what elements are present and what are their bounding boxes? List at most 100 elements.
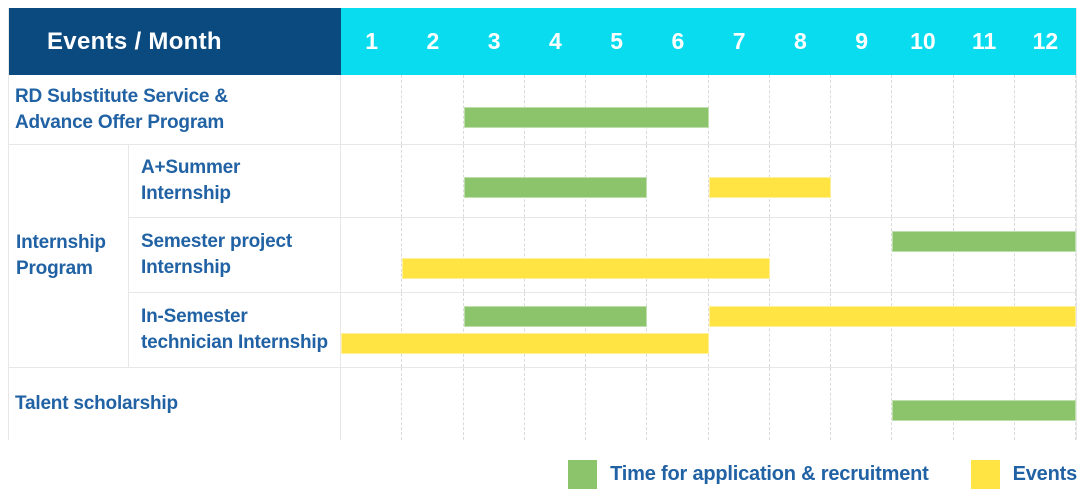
- month-header-4: 4: [548, 28, 562, 54]
- month-header-3: 3: [487, 28, 501, 54]
- month-cell: [831, 75, 893, 144]
- label-line: Semester project: [141, 231, 292, 252]
- month-cell: [341, 293, 403, 367]
- month-cell: [586, 368, 648, 440]
- label-line: Internship: [141, 183, 231, 204]
- timeline-a-plus-summer-internship: [341, 145, 1076, 218]
- row-label-rd-substitute-service: RD Substitute Service & Advance Offer Pro…: [9, 75, 341, 145]
- timeline-semester-project-internship: [341, 218, 1076, 293]
- row-label-talent-scholarship: Talent scholarship: [9, 368, 341, 440]
- month-cell: [647, 145, 709, 217]
- month-cell: [464, 368, 525, 440]
- month-header-5: 5: [610, 28, 624, 54]
- legend: Time for application & recruitment Event…: [568, 460, 1077, 489]
- events-swatch-icon: [970, 460, 1000, 489]
- month-header-8: 8: [793, 28, 807, 54]
- month-cell: [525, 368, 586, 440]
- application-bar: [463, 177, 648, 198]
- month-cell: [954, 218, 1015, 292]
- events-bar: [341, 333, 709, 354]
- month-cell: [341, 75, 403, 144]
- month-cell: [892, 145, 954, 217]
- label-line: A+Summer: [141, 157, 241, 178]
- month-cell: [770, 218, 831, 292]
- timeline-talent-scholarship: [341, 368, 1076, 440]
- month-cell: [954, 75, 1015, 144]
- events-bar: [708, 306, 1076, 327]
- month-cell: [402, 218, 464, 292]
- month-cell: [341, 218, 403, 292]
- month-cell: [402, 293, 464, 367]
- label-line: RD Substitute Service &: [15, 85, 228, 107]
- month-cell: [341, 145, 403, 217]
- month-cell: [1015, 145, 1076, 217]
- table-header-events-month: Events / Month: [9, 8, 341, 75]
- month-cell: [586, 293, 648, 367]
- month-cell: [892, 218, 954, 292]
- month-cell: [770, 75, 831, 144]
- month-cell: [341, 368, 403, 440]
- timeline-rd-substitute-service: [341, 75, 1076, 145]
- month-header-11: 11: [971, 28, 997, 54]
- month-cell: [892, 75, 954, 144]
- month-cell: [954, 293, 1015, 367]
- label-line: Talent scholarship: [15, 393, 178, 414]
- month-cell: [586, 218, 648, 292]
- month-header-7: 7: [732, 28, 746, 54]
- row-label-in-semester-technician-internship: In-Semester technician Internship: [129, 293, 341, 368]
- label-line: Program: [16, 258, 93, 279]
- row-label-a-plus-summer-internship: A+Summer Internship: [129, 145, 341, 218]
- legend-item-application: Time for application & recruitment: [568, 460, 929, 489]
- month-cell: [464, 293, 525, 367]
- label-line: Internship: [141, 257, 231, 278]
- month-cell: [647, 218, 709, 292]
- month-cell: [1015, 218, 1076, 292]
- month-header-row: 1 2 3 4 5 6 7 8 9 10 11 12: [341, 8, 1076, 75]
- month-cell: [402, 145, 464, 217]
- row-label-semester-project-internship: Semester project Internship: [129, 218, 341, 293]
- label-line: Advance Offer Program: [15, 111, 225, 133]
- month-cell: [770, 293, 831, 367]
- events-month-table: Events / Month 1 2 3 4 5 6 7 8 9 10 11 12 RD Substi…: [8, 8, 1077, 440]
- month-cell: [954, 145, 1015, 217]
- label-line: Internship: [16, 232, 106, 253]
- month-cell: [464, 218, 525, 292]
- legend-item-events: Events: [970, 460, 1078, 489]
- month-header-10: 10: [910, 28, 936, 54]
- month-header-9: 9: [855, 28, 869, 54]
- timeline-in-semester-technician-internship: [341, 293, 1076, 368]
- month-header-2: 2: [426, 28, 440, 54]
- application-bar: [892, 231, 1076, 252]
- month-cell: [1015, 293, 1076, 367]
- month-cell: [709, 75, 770, 144]
- month-header-12: 12: [1032, 28, 1059, 54]
- month-cell: [892, 293, 954, 367]
- month-cell: [525, 218, 586, 292]
- legend-label-application: Time for application & recruitment: [610, 463, 929, 485]
- month-cell: [647, 368, 709, 440]
- application-bar: [463, 306, 648, 327]
- application-swatch-icon: [568, 460, 598, 489]
- label-line: technician Internship: [141, 332, 328, 353]
- group-label-internship-program: Internship Program: [9, 145, 129, 368]
- month-cell: [831, 293, 893, 367]
- month-cell: [525, 293, 586, 367]
- application-bar: [892, 400, 1076, 421]
- month-cell: [402, 368, 464, 440]
- month-header-6: 6: [671, 28, 685, 54]
- month-cell: [709, 368, 770, 440]
- label-line: In-Semester: [141, 306, 248, 327]
- month-cell: [831, 145, 893, 217]
- application-bar: [463, 107, 709, 128]
- events-bar: [402, 258, 770, 279]
- month-cell: [1015, 75, 1076, 144]
- events-bar: [708, 177, 831, 198]
- month-cell: [402, 75, 464, 144]
- legend-label-events: Events: [1012, 463, 1078, 485]
- month-cell: [647, 293, 709, 367]
- month-cell: [709, 218, 770, 292]
- month-cell: [709, 293, 770, 367]
- month-cell: [770, 368, 831, 440]
- month-header-1: 1: [365, 28, 379, 54]
